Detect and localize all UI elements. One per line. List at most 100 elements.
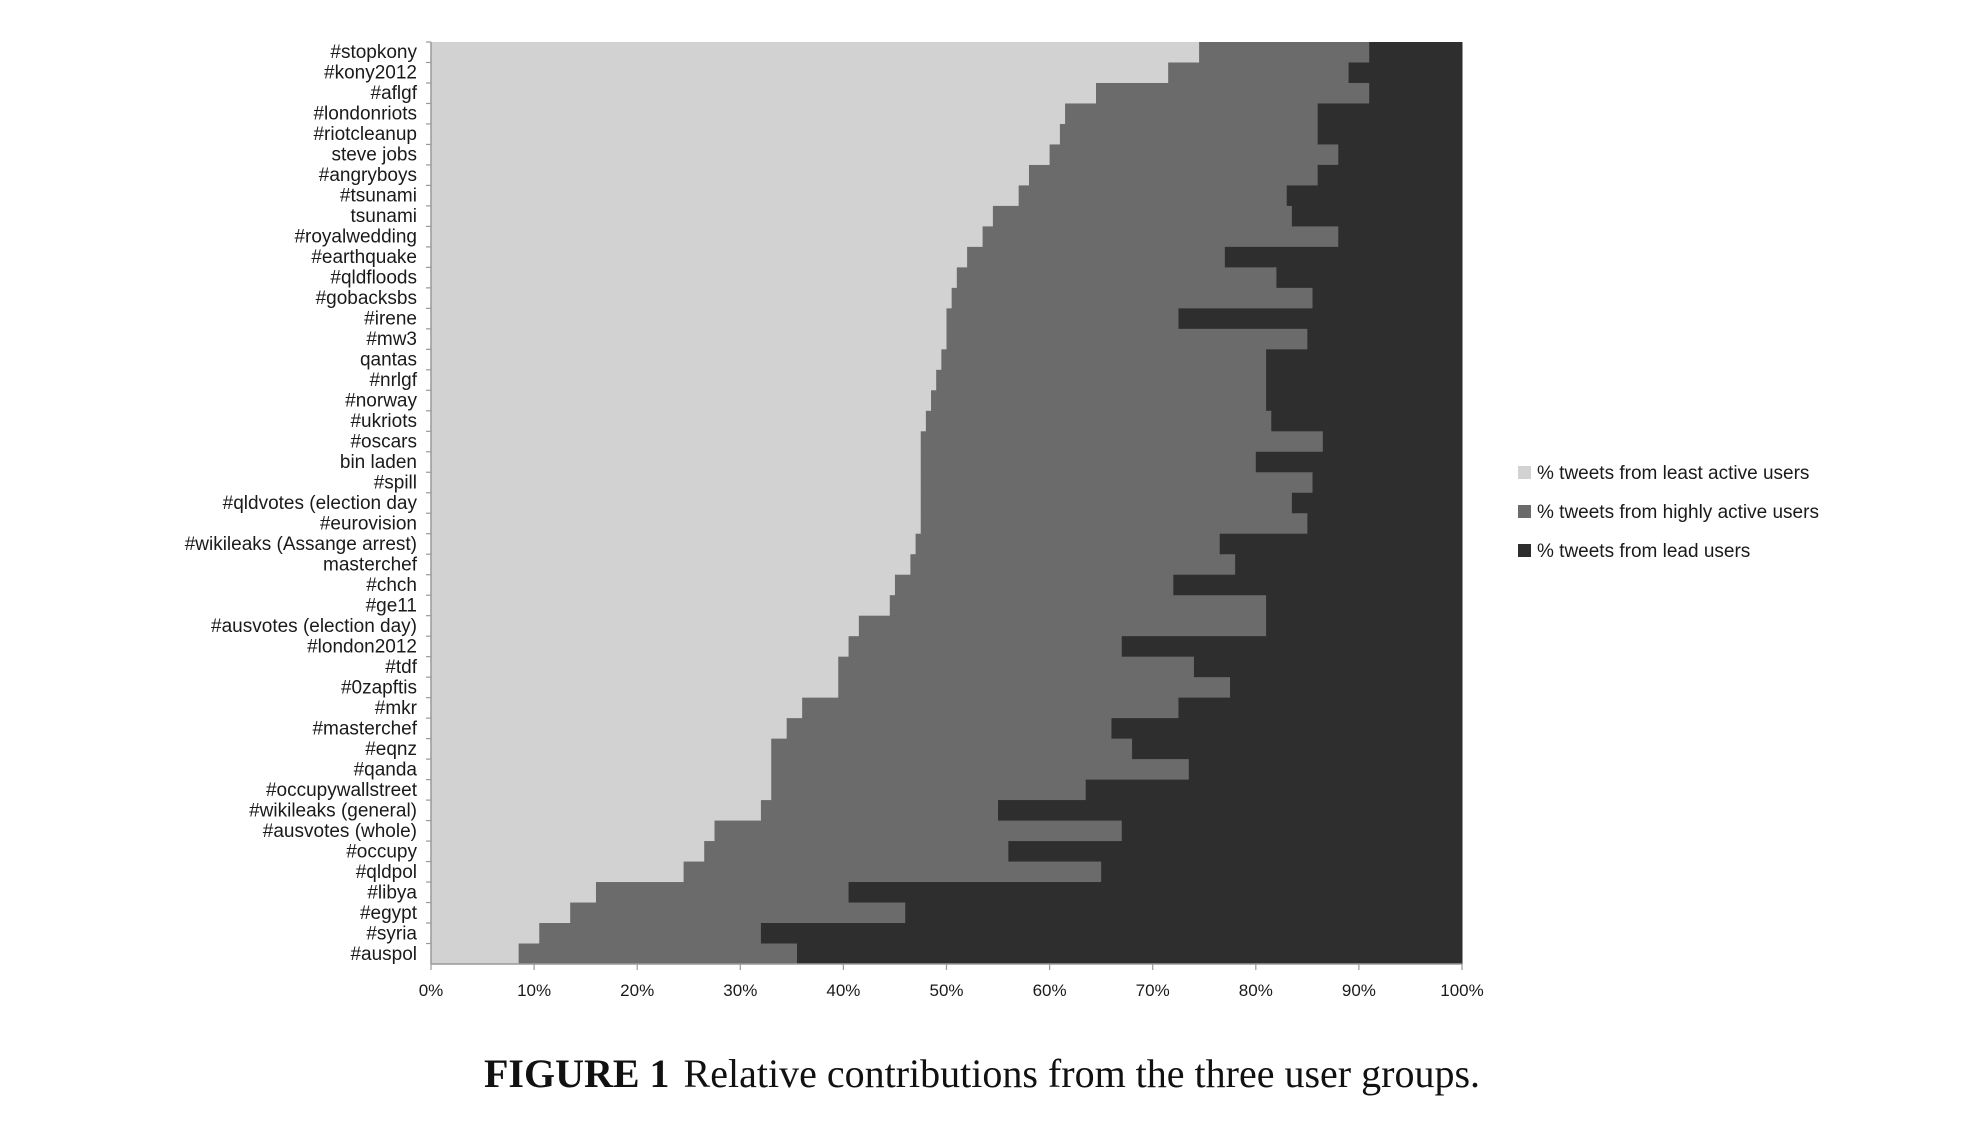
bar-segment-lead bbox=[1369, 82, 1463, 104]
category-label: #londonriots bbox=[313, 104, 417, 125]
bar-segment-highly-active bbox=[683, 861, 1102, 883]
bar-segment-highly-active bbox=[951, 287, 1314, 309]
bar-segment-highly-active bbox=[539, 923, 762, 945]
category-label: #occupywallstreet bbox=[266, 780, 418, 801]
bar-segment-least-active bbox=[431, 615, 860, 637]
category-label: #eqnz bbox=[365, 739, 417, 760]
bar-segment-least-active bbox=[431, 554, 911, 576]
bar-segment-lead bbox=[1276, 267, 1463, 289]
bar-segment-lead bbox=[1235, 554, 1463, 576]
bar-segment-highly-active bbox=[595, 882, 850, 904]
bar-segment-least-active bbox=[431, 42, 1200, 63]
category-label: steve jobs bbox=[331, 145, 417, 166]
bar-segment-lead bbox=[1286, 185, 1463, 207]
x-tick-label: 90% bbox=[1342, 981, 1376, 1000]
bar-segment-lead bbox=[1121, 820, 1463, 842]
category-label: #qldvotes (election day bbox=[223, 493, 418, 514]
bar-segment-highly-active bbox=[771, 759, 1190, 781]
bar-segment-lead bbox=[797, 943, 1463, 965]
bar-segment-least-active bbox=[431, 308, 947, 330]
bar-segment-lead bbox=[1266, 369, 1463, 391]
bar-segment-highly-active bbox=[838, 677, 1231, 699]
bar-segment-lead bbox=[1224, 246, 1463, 268]
category-label: #oscars bbox=[350, 432, 417, 453]
bar-segment-least-active bbox=[431, 533, 917, 555]
bar-segment-highly-active bbox=[967, 246, 1226, 268]
category-label: #angryboys bbox=[319, 165, 417, 186]
bar-segment-lead bbox=[1266, 595, 1463, 617]
category-label: #london2012 bbox=[307, 636, 417, 657]
bar-segment-lead bbox=[1173, 574, 1463, 596]
category-label: #mkr bbox=[375, 698, 418, 719]
bar-segment-highly-active bbox=[1059, 123, 1319, 145]
category-labels: #stopkony#kony2012#aflgf#londonriots#rio… bbox=[185, 42, 418, 965]
category-label: #chch bbox=[366, 575, 417, 596]
bar-segment-lead bbox=[1111, 718, 1463, 740]
bar-segment-highly-active bbox=[714, 820, 1123, 842]
category-label: bin laden bbox=[340, 452, 417, 473]
bar-segment-least-active bbox=[431, 62, 1169, 84]
bar-segment-least-active bbox=[431, 144, 1051, 166]
bar-segment-least-active bbox=[431, 513, 922, 535]
bar-segment-least-active bbox=[431, 574, 896, 596]
bar-segment-highly-active bbox=[920, 431, 1324, 453]
bar-segment-least-active bbox=[431, 759, 772, 781]
category-label: #stopkony bbox=[330, 42, 417, 63]
figure-number: FIGURE 1 bbox=[483, 1051, 670, 1096]
category-label: #qanda bbox=[354, 759, 418, 780]
x-tick-label: 50% bbox=[929, 981, 963, 1000]
bar-segment-lead bbox=[1312, 472, 1463, 494]
bar-segment-lead bbox=[1266, 615, 1463, 637]
bar-segment-lead bbox=[1291, 492, 1463, 514]
category-label: #norway bbox=[345, 391, 417, 412]
bar-segment-highly-active bbox=[925, 410, 1272, 432]
category-label: #tdf bbox=[385, 657, 417, 678]
bar-segment-least-active bbox=[431, 328, 947, 350]
x-tick-label: 40% bbox=[826, 981, 860, 1000]
bar-segment-highly-active bbox=[1199, 42, 1370, 63]
category-label: tsunami bbox=[350, 206, 417, 227]
x-tick-label: 60% bbox=[1033, 981, 1067, 1000]
category-label: #occupy bbox=[346, 841, 417, 862]
bar-segment-least-active bbox=[431, 943, 520, 965]
category-label: #eurovision bbox=[320, 513, 417, 534]
category-label: #gobacksbs bbox=[316, 288, 417, 309]
bar-segment-highly-active bbox=[1168, 62, 1350, 84]
category-label: #auspol bbox=[350, 944, 417, 965]
category-label: masterchef bbox=[323, 554, 418, 575]
bar-segment-lead bbox=[1307, 328, 1463, 350]
bar-segment-highly-active bbox=[894, 574, 1174, 596]
bar-segment-least-active bbox=[431, 246, 968, 268]
bar-segment-least-active bbox=[431, 738, 772, 760]
x-tick-label: 0% bbox=[419, 981, 444, 1000]
bar-segment-highly-active bbox=[956, 267, 1277, 289]
bar-segment-least-active bbox=[431, 369, 937, 391]
category-label: #egypt bbox=[360, 903, 418, 924]
bar-segment-least-active bbox=[431, 226, 984, 248]
bars-group bbox=[431, 42, 1463, 965]
bar-segment-highly-active bbox=[920, 451, 1257, 473]
category-label: #spill bbox=[374, 473, 417, 494]
bar-segment-least-active bbox=[431, 472, 922, 494]
bar-segment-lead bbox=[1348, 62, 1463, 84]
bar-segment-least-active bbox=[431, 882, 597, 904]
category-label: #riotcleanup bbox=[313, 124, 417, 145]
x-tick-label: 70% bbox=[1136, 981, 1170, 1000]
category-label: #earthquake bbox=[311, 247, 417, 268]
category-label: #libya bbox=[367, 882, 417, 903]
bar-segment-lead bbox=[1271, 410, 1463, 432]
axes bbox=[426, 41, 1463, 970]
bar-segment-least-active bbox=[431, 677, 839, 699]
bar-segment-highly-active bbox=[982, 226, 1339, 248]
bar-segment-least-active bbox=[431, 123, 1061, 145]
bar-segment-least-active bbox=[431, 820, 716, 842]
bar-segment-highly-active bbox=[838, 656, 1195, 678]
category-label: #aflgf bbox=[371, 83, 418, 104]
bar-segment-highly-active bbox=[915, 533, 1221, 555]
category-label: #syria bbox=[366, 923, 417, 944]
bar-segment-lead bbox=[1312, 287, 1463, 309]
bar-segment-least-active bbox=[431, 349, 942, 371]
category-label: #kony2012 bbox=[324, 63, 417, 84]
bar-segment-highly-active bbox=[1049, 144, 1339, 166]
bar-segment-least-active bbox=[431, 451, 922, 473]
